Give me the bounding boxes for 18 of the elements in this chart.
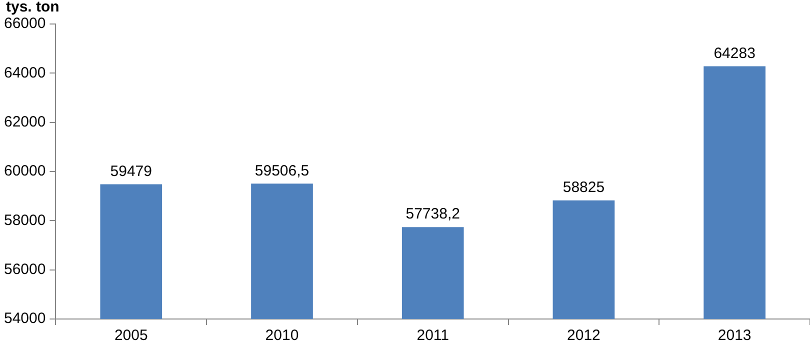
data-label: 64283 bbox=[714, 44, 756, 62]
x-tick-label: 2012 bbox=[567, 327, 600, 344]
data-label: 59506,5 bbox=[254, 162, 310, 180]
data-label: 58825 bbox=[562, 179, 605, 196]
y-tick-label: 66000 bbox=[4, 15, 46, 32]
x-tick-label: 2011 bbox=[416, 327, 449, 344]
y-tick-label: 58000 bbox=[4, 212, 46, 229]
y-tick-label: 54000 bbox=[4, 310, 46, 328]
x-tick-label: 2010 bbox=[265, 327, 299, 344]
y-axis-title: tys. ton bbox=[6, 0, 60, 16]
y-tick-label: 62000 bbox=[4, 113, 46, 130]
data-label: 59479 bbox=[110, 162, 152, 180]
x-tick-label: 2005 bbox=[114, 327, 148, 344]
data-label: 57738,2 bbox=[406, 206, 460, 223]
y-tick-label: 60000 bbox=[4, 162, 46, 180]
y-tick-label: 64000 bbox=[4, 64, 46, 82]
x-tick-label: 2013 bbox=[718, 327, 752, 344]
y-tick-label: 56000 bbox=[4, 260, 46, 278]
